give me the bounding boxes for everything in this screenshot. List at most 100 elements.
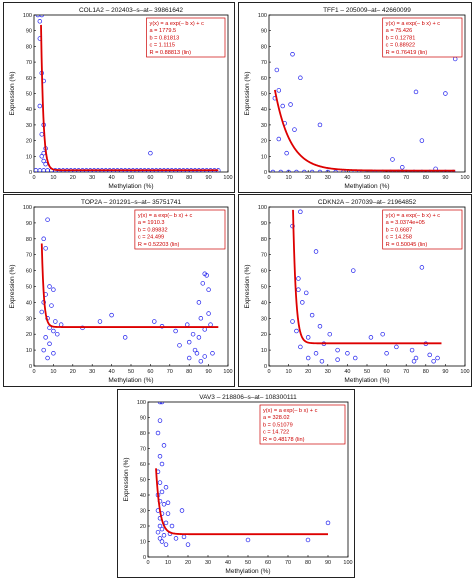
x-tick-label: 90 (206, 175, 212, 181)
y-axis-label: Expression (%) (9, 264, 16, 308)
data-point (352, 355, 358, 361)
data-layer (34, 15, 221, 172)
data-point (159, 402, 165, 405)
y-tick-label: 60 (261, 76, 267, 82)
annotation-line: y(x) = a exp(– b x) + c (263, 408, 318, 414)
data-point (173, 536, 179, 541)
y-tick-label: 70 (140, 447, 146, 453)
x-tick-label: 80 (305, 560, 311, 566)
chart-title: TFF1 – 205009–at– 42660099 (323, 7, 411, 14)
data-point (319, 358, 325, 364)
y-axis-label: Expression (%) (9, 71, 16, 115)
annotation-line: y(x) = a exp(– b x) + c (386, 21, 441, 27)
data-point (43, 335, 48, 340)
y-tick-label: 100 (258, 13, 267, 19)
annotation-line: R = 0.48178 (lin) (263, 437, 305, 443)
annotation-line: c = 14.722 (263, 430, 289, 436)
data-point (206, 311, 211, 316)
y-tick-label: 60 (26, 269, 32, 275)
x-tick-label: 10 (286, 175, 292, 181)
data-point (333, 169, 338, 172)
data-point (97, 319, 103, 324)
data-point (159, 461, 165, 467)
fit-annotation: y(x) = a exp(– b x) + ca = 328.02b = 0.5… (259, 404, 346, 445)
data-point (192, 347, 198, 353)
data-point (303, 290, 309, 296)
data-point (165, 500, 171, 505)
x-tick-label: 80 (186, 175, 192, 181)
data-point (288, 102, 293, 107)
data-point (278, 169, 284, 172)
x-tick-label: 90 (442, 369, 448, 375)
data-point (294, 169, 299, 172)
x-tick-label: 90 (206, 369, 212, 375)
x-tick-label: 10 (165, 560, 171, 566)
data-layer (270, 51, 458, 172)
data-point (161, 533, 167, 538)
x-tick-label: 50 (245, 560, 251, 566)
data-point (290, 51, 295, 57)
data-point (49, 303, 54, 308)
y-tick-label: 30 (261, 316, 267, 322)
scatter-plot-cdkn2a: CDKN2A – 207039–at– 21964852 0 10 20 30 40 50 6… (244, 199, 470, 384)
x-tick-label: 0 (146, 560, 149, 566)
y-tick-label: 100 (23, 205, 32, 211)
x-tick-label: 10 (50, 369, 56, 375)
x-tick-label: 0 (32, 175, 35, 181)
data-point (173, 328, 178, 334)
data-point (163, 520, 169, 526)
y-tick-label: 50 (26, 285, 32, 291)
data-point (317, 324, 323, 329)
x-tick-label: 30 (205, 560, 211, 566)
data-point (305, 335, 311, 340)
data-point (45, 217, 50, 222)
y-tick-label: 60 (261, 269, 267, 275)
data-layer (155, 402, 331, 547)
data-point (309, 312, 315, 318)
scatter-plot-vav3: VAV3 – 218806–s–at– 108300111 0 10 20 30 40 50… (123, 394, 353, 575)
x-tick-label: 100 (460, 175, 469, 181)
data-point (186, 339, 192, 345)
data-point (148, 150, 153, 156)
data-point (163, 484, 169, 490)
x-tick-label: 70 (403, 369, 409, 375)
y-tick-label: 30 (140, 509, 146, 515)
y-tick-label: 20 (261, 332, 267, 338)
data-point (345, 351, 350, 356)
x-tick-label: 0 (267, 175, 270, 181)
annotation-line: R = 0.52203 (lin) (138, 242, 180, 248)
data-point (47, 284, 52, 289)
data-point (200, 281, 206, 286)
fit-annotation: y(x) = a exp(– b x) + ca = 1779.5b = 0.8… (146, 17, 226, 58)
data-point (419, 138, 425, 143)
x-tick-label: 10 (286, 369, 292, 375)
annotation-box (382, 17, 463, 58)
data-point (317, 122, 323, 128)
data-point (190, 331, 196, 337)
x-tick-label: 10 (50, 175, 56, 181)
data-point (245, 537, 251, 543)
x-tick-label: 40 (109, 175, 115, 181)
data-point (55, 331, 60, 337)
y-tick-label: 80 (26, 237, 32, 243)
chart-panel-cdkn2a: CDKN2A – 207039–at– 21964852 0 10 20 30 40 50 6… (238, 194, 472, 387)
data-point (325, 520, 331, 526)
data-point (313, 249, 319, 254)
x-tick-label: 80 (423, 175, 429, 181)
data-point (435, 355, 440, 361)
annotation-line: c = 0.88922 (386, 43, 415, 49)
x-tick-label: 30 (325, 175, 331, 181)
data-point (302, 169, 307, 172)
y-tick-label: 40 (261, 300, 267, 306)
x-tick-label: 60 (384, 175, 390, 181)
data-point (335, 347, 340, 353)
annotation-line: y(x) = a exp(– b x) + c (138, 213, 193, 219)
y-tick-label: 80 (26, 44, 32, 50)
annotation-line: R = 0.50045 (lin) (386, 242, 428, 248)
fit-curve (292, 209, 442, 345)
x-tick-label: 40 (344, 175, 350, 181)
data-point (155, 430, 161, 436)
y-tick-label: 100 (137, 400, 146, 406)
x-tick-label: 50 (128, 369, 134, 375)
x-tick-label: 20 (70, 369, 76, 375)
